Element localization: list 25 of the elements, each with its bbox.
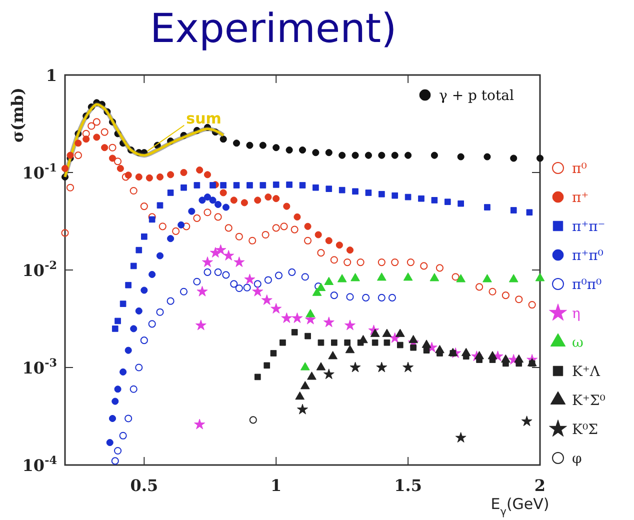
y-tick-label: 1 bbox=[46, 66, 57, 85]
legend-label: π⁰π⁰ bbox=[572, 277, 602, 293]
chart-title: Experiment) bbox=[150, 6, 397, 52]
x-tick-label: 1.5 bbox=[394, 476, 422, 495]
legend-label: ω bbox=[572, 335, 584, 351]
legend-label: φ bbox=[572, 451, 582, 467]
legend-label: K⁰Σ bbox=[572, 422, 598, 438]
y-tick-label: 10$^{-4}$ bbox=[22, 453, 58, 475]
x-tick-label: 2 bbox=[534, 476, 546, 495]
legend-label: π⁺π⁰ bbox=[572, 248, 604, 264]
legend-label: K⁺Σ⁰ bbox=[572, 393, 606, 409]
x-axis-title: E$_{γ}$(GeV) bbox=[490, 495, 550, 518]
legend-label: π⁰ bbox=[572, 161, 588, 177]
series-label: sum bbox=[186, 109, 222, 128]
x-tick-label: 0.5 bbox=[130, 476, 158, 495]
legend-label: K⁺Λ bbox=[572, 364, 601, 380]
legend-label: η bbox=[572, 306, 580, 322]
y-tick-label: 10$^{-2}$ bbox=[22, 258, 57, 280]
x-tick-label: 1 bbox=[270, 476, 282, 495]
legend-label: γ + p total bbox=[439, 88, 514, 104]
y-axis-title: σ(mb) bbox=[8, 87, 27, 143]
y-tick-label: 10$^{-3}$ bbox=[22, 356, 58, 378]
legend-label: π⁺ bbox=[572, 190, 589, 206]
y-tick-label: 10$^{-1}$ bbox=[22, 160, 57, 182]
legend-label: π⁺π⁻ bbox=[572, 219, 606, 235]
